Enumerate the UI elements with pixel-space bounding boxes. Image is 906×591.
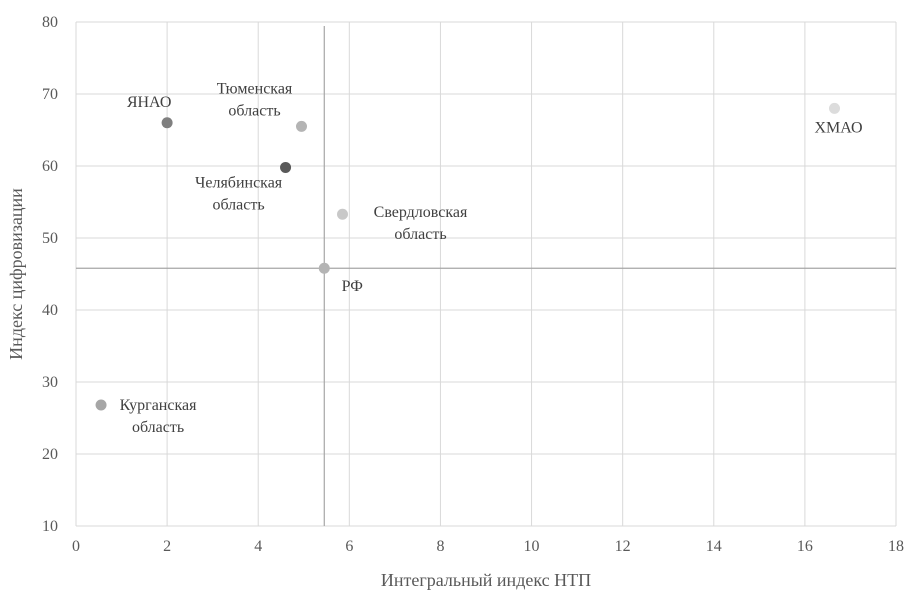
data-point (296, 120, 307, 132)
y-tick-label: 20 (42, 446, 58, 463)
point-label: ХМАО (814, 119, 862, 136)
grid (75, 21, 897, 527)
point-label: Тюменская (217, 80, 293, 97)
point-label: РФ (342, 278, 363, 295)
point-labels: ЯНАО Тюменская область Челябинская область Св… (120, 80, 863, 436)
data-points (95, 102, 840, 411)
y-tick-label: 70 (42, 86, 58, 103)
data-point (318, 262, 330, 274)
y-tick-label: 60 (42, 158, 58, 175)
x-tick-label: 2 (163, 538, 171, 555)
y-tick-label: 10 (42, 518, 58, 535)
point-label: область (132, 419, 184, 436)
data-point (95, 399, 107, 411)
data-point (829, 102, 840, 114)
data-point (280, 161, 292, 173)
reference-lines (76, 26, 896, 526)
tick-labels: 0 2 4 6 8 10 12 14 16 18 10 20 30 40 50 60 70 80 (42, 14, 904, 555)
y-axis-title: Индекс цифровизации (6, 188, 26, 360)
data-point (161, 117, 173, 129)
point-label: ЯНАО (127, 94, 172, 111)
point-label: Курганская (120, 397, 197, 414)
point-label: область (228, 102, 280, 119)
x-axis-title: Интегральный индекс НТП (381, 570, 591, 590)
point-label: Челябинская (195, 174, 283, 191)
point-label: область (394, 226, 446, 243)
y-tick-label: 50 (42, 230, 58, 247)
x-tick-label: 14 (706, 538, 722, 555)
y-tick-label: 80 (42, 14, 58, 31)
data-point (337, 208, 348, 220)
x-tick-label: 8 (436, 538, 444, 555)
y-tick-label: 30 (42, 374, 58, 391)
x-tick-label: 10 (524, 538, 540, 555)
point-label: Свердловская (374, 204, 468, 221)
x-tick-label: 4 (254, 538, 262, 555)
x-tick-label: 16 (797, 538, 813, 555)
x-tick-label: 12 (615, 538, 631, 555)
x-tick-label: 6 (345, 538, 353, 555)
point-label: область (212, 196, 264, 213)
x-tick-label: 18 (888, 538, 904, 555)
x-tick-label: 0 (72, 538, 80, 555)
y-tick-label: 40 (42, 302, 58, 319)
